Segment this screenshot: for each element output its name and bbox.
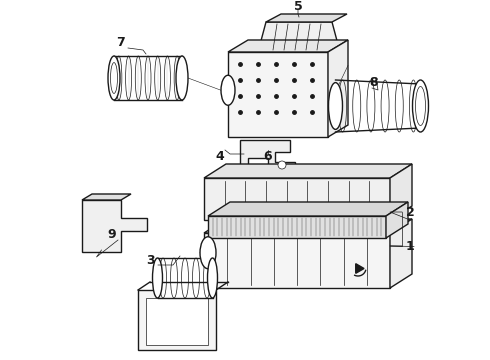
Ellipse shape: [328, 82, 343, 129]
Ellipse shape: [278, 161, 286, 169]
Polygon shape: [82, 194, 131, 200]
Ellipse shape: [152, 258, 163, 298]
Text: 8: 8: [369, 76, 378, 89]
Polygon shape: [114, 56, 182, 100]
Text: 9: 9: [108, 229, 116, 242]
Ellipse shape: [176, 56, 188, 100]
Ellipse shape: [207, 258, 218, 298]
Polygon shape: [228, 40, 348, 52]
Ellipse shape: [416, 86, 425, 126]
Text: 4: 4: [216, 150, 224, 163]
Polygon shape: [266, 14, 347, 22]
Polygon shape: [146, 298, 208, 345]
Polygon shape: [240, 140, 295, 168]
Polygon shape: [204, 233, 390, 288]
Polygon shape: [336, 80, 420, 132]
Polygon shape: [204, 164, 412, 178]
Polygon shape: [82, 200, 147, 252]
Polygon shape: [328, 40, 348, 137]
Ellipse shape: [200, 237, 216, 269]
Text: 1: 1: [406, 239, 415, 252]
Polygon shape: [258, 22, 340, 52]
Ellipse shape: [111, 63, 118, 93]
Text: 7: 7: [116, 36, 124, 49]
Polygon shape: [208, 216, 386, 238]
Text: 5: 5: [294, 0, 302, 13]
Polygon shape: [204, 219, 412, 233]
Ellipse shape: [413, 80, 428, 132]
Text: 6: 6: [264, 150, 272, 163]
Polygon shape: [390, 219, 412, 288]
Polygon shape: [386, 202, 408, 238]
Polygon shape: [138, 290, 216, 350]
Ellipse shape: [108, 56, 120, 100]
Text: 3: 3: [146, 253, 154, 266]
Ellipse shape: [221, 75, 235, 105]
Text: 2: 2: [406, 206, 415, 219]
Polygon shape: [208, 202, 408, 216]
Polygon shape: [228, 52, 328, 137]
Polygon shape: [390, 164, 412, 220]
Polygon shape: [204, 178, 390, 220]
Polygon shape: [157, 258, 213, 298]
